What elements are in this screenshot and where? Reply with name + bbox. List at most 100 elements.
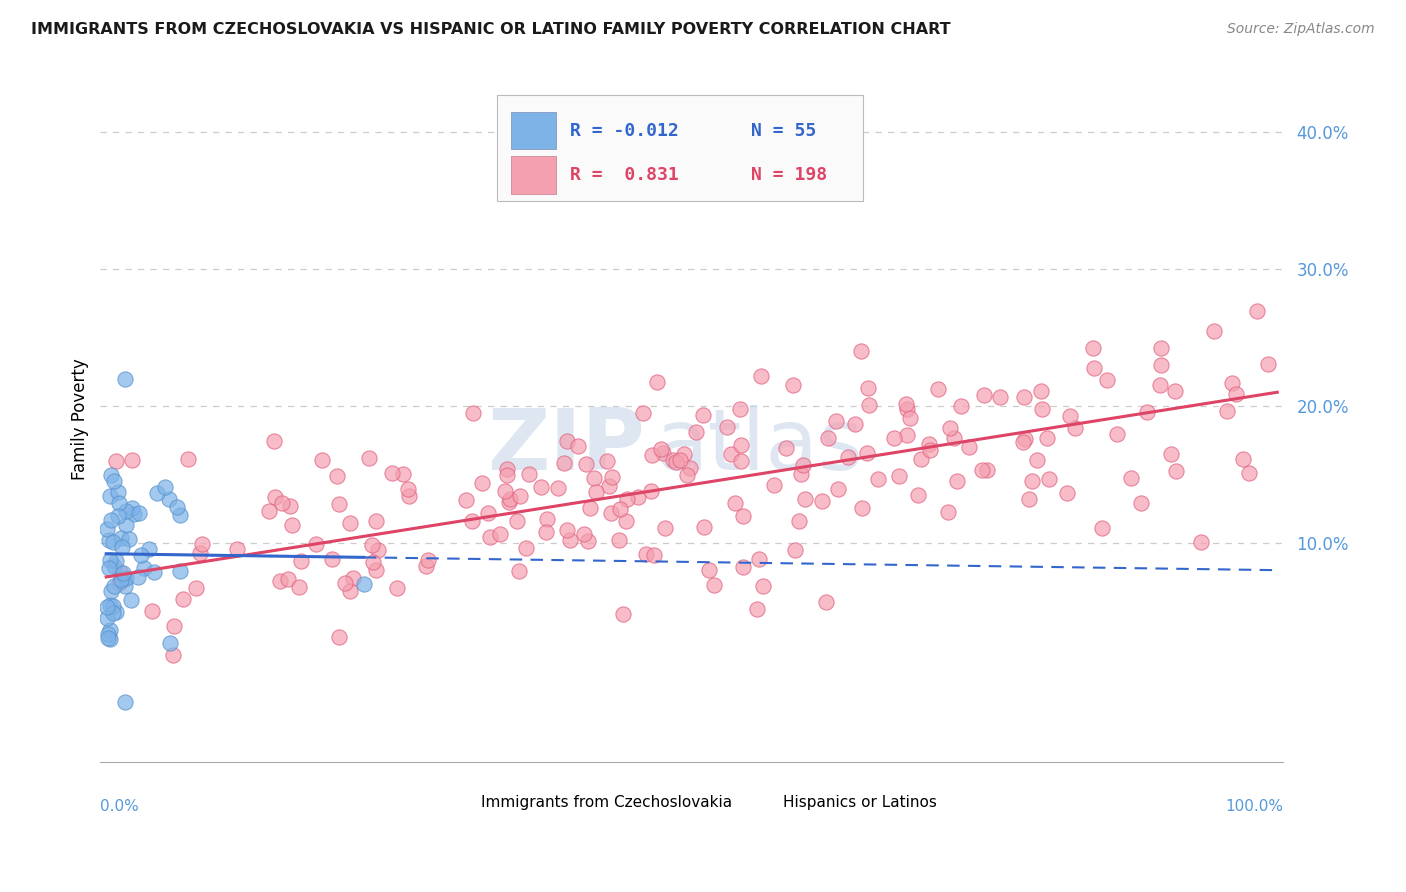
Bar (510, 156, 555, 194)
Point (110, 573, 132, 587)
Point (851, 344, 873, 359)
Point (530, 481, 553, 495)
Point (398, 489, 420, 503)
Point (898, 411, 921, 425)
Point (290, 554, 312, 568)
Point (1097, 373, 1119, 387)
Point (97, 627, 120, 641)
Point (866, 472, 889, 486)
Point (627, 490, 650, 504)
Point (157, 492, 180, 507)
Point (141, 604, 163, 618)
Point (96, 599, 118, 614)
Point (972, 462, 994, 476)
Text: Immigrants from Czechoslovakia: Immigrants from Czechoslovakia (481, 795, 733, 810)
Point (957, 441, 980, 455)
Point (498, 495, 520, 509)
Point (762, 477, 785, 491)
Point (775, 442, 797, 456)
Point (333, 575, 356, 590)
Point (783, 543, 806, 558)
Point (749, 369, 772, 384)
Point (536, 512, 558, 526)
Point (515, 541, 537, 556)
Point (652, 446, 675, 460)
Point (1014, 390, 1036, 404)
Point (1257, 357, 1279, 371)
Point (127, 569, 149, 583)
Point (1056, 485, 1078, 500)
Point (553, 456, 575, 470)
Point (105, 605, 128, 619)
Point (787, 514, 810, 528)
Point (939, 421, 962, 435)
Point (162, 648, 184, 662)
Point (583, 471, 606, 485)
Point (367, 542, 389, 557)
Point (381, 467, 404, 481)
Point (1031, 384, 1053, 399)
Point (1216, 404, 1239, 418)
Point (856, 381, 879, 395)
Point (600, 506, 623, 520)
Point (578, 533, 600, 548)
Point (896, 397, 918, 411)
Point (574, 526, 596, 541)
Point (328, 630, 350, 644)
Point (391, 467, 413, 481)
Point (142, 566, 165, 580)
Point (634, 547, 657, 561)
Point (579, 501, 602, 516)
Point (305, 537, 328, 551)
Point (104, 554, 127, 568)
Bar (510, 112, 555, 149)
Point (146, 486, 169, 500)
Point (138, 542, 160, 557)
Text: N = 198: N = 198 (751, 166, 827, 185)
Point (672, 447, 695, 461)
Point (679, 461, 702, 475)
Point (1038, 472, 1060, 486)
Point (555, 523, 578, 537)
Point (120, 592, 142, 607)
Point (177, 451, 200, 466)
Point (851, 500, 873, 515)
Point (506, 514, 529, 528)
Point (103, 475, 125, 489)
Point (190, 536, 212, 550)
Point (692, 520, 714, 534)
Point (668, 453, 690, 467)
Point (887, 469, 910, 483)
Point (100, 513, 122, 527)
Point (988, 390, 1011, 404)
Point (97, 632, 120, 646)
Point (278, 500, 301, 514)
FancyBboxPatch shape (496, 95, 863, 201)
Point (108, 566, 131, 580)
Point (858, 398, 880, 412)
Point (612, 607, 634, 622)
Point (281, 518, 304, 533)
Point (1031, 402, 1053, 417)
Point (918, 443, 941, 458)
Point (326, 468, 349, 483)
Text: R = -0.012: R = -0.012 (569, 122, 679, 140)
Point (1083, 360, 1105, 375)
Point (1064, 421, 1087, 435)
Point (1150, 341, 1173, 355)
Point (817, 431, 839, 445)
Point (1202, 325, 1225, 339)
Point (108, 496, 131, 510)
Point (129, 549, 152, 563)
Point (1129, 496, 1152, 510)
Point (321, 552, 343, 566)
Text: 100.0%: 100.0% (1225, 799, 1284, 814)
Point (361, 538, 384, 552)
Point (943, 431, 966, 445)
Point (883, 432, 905, 446)
Point (574, 457, 596, 471)
Point (567, 439, 589, 453)
Point (1059, 409, 1081, 423)
Point (169, 508, 191, 523)
Point (936, 505, 959, 519)
